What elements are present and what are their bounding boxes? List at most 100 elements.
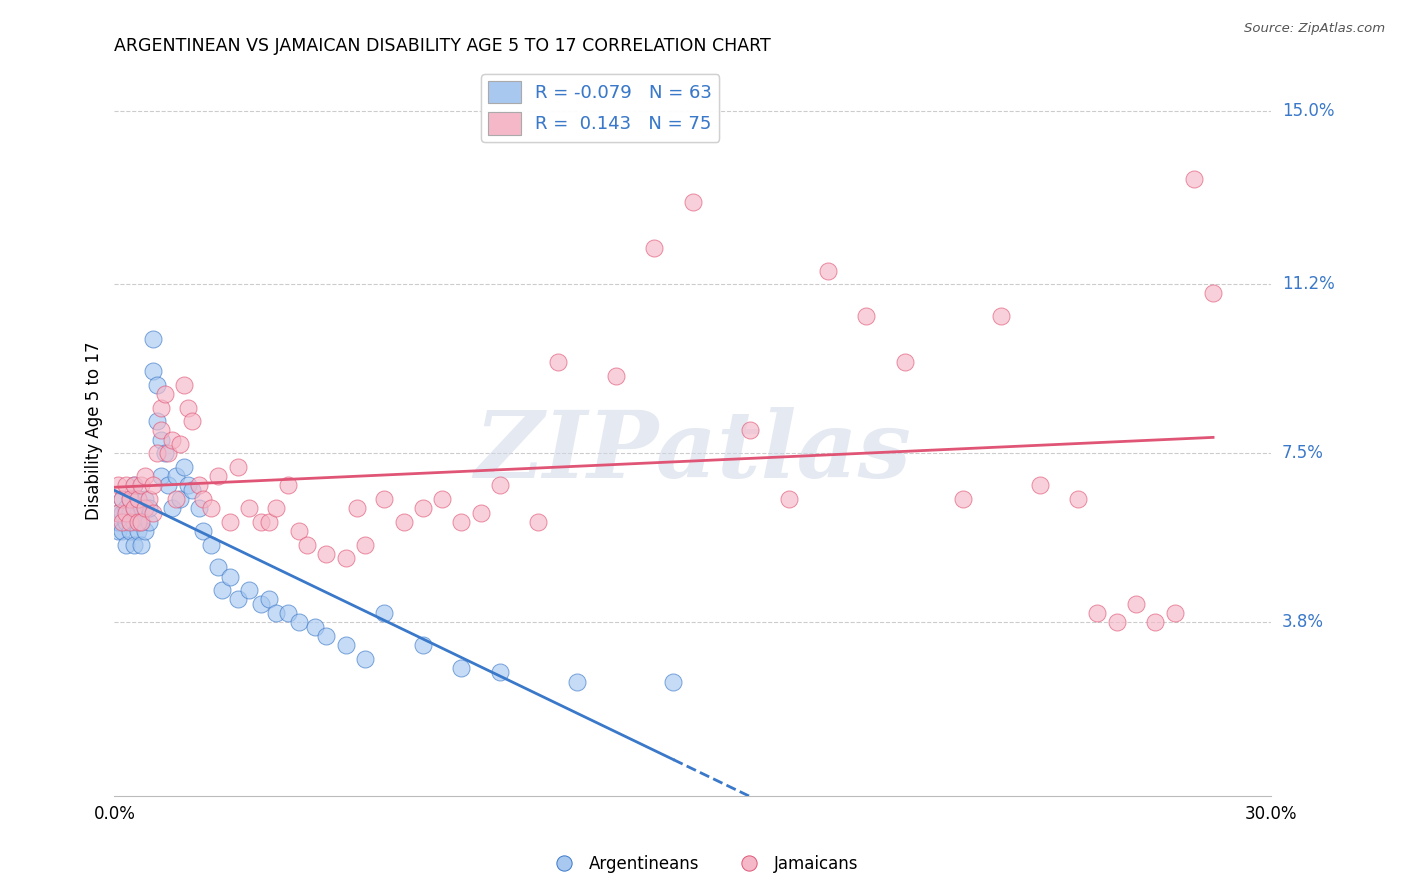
- Point: [188, 501, 211, 516]
- Point: [157, 446, 180, 460]
- Point: [127, 491, 149, 506]
- Point: [107, 524, 129, 538]
- Point: [118, 506, 141, 520]
- Point: [180, 483, 202, 497]
- Point: [111, 515, 134, 529]
- Point: [952, 491, 974, 506]
- Point: [142, 478, 165, 492]
- Point: [315, 629, 337, 643]
- Legend: R = -0.079   N = 63, R =  0.143   N = 75: R = -0.079 N = 63, R = 0.143 N = 75: [481, 74, 720, 142]
- Point: [778, 491, 800, 506]
- Point: [335, 551, 357, 566]
- Point: [142, 332, 165, 346]
- Point: [107, 515, 129, 529]
- Point: [111, 491, 134, 506]
- Text: 3.8%: 3.8%: [1282, 613, 1324, 632]
- Point: [173, 377, 195, 392]
- Point: [127, 515, 149, 529]
- Point: [257, 515, 280, 529]
- Point: [412, 638, 434, 652]
- Point: [180, 414, 202, 428]
- Point: [219, 515, 242, 529]
- Legend: Argentineans, Jamaicans: Argentineans, Jamaicans: [540, 848, 866, 880]
- Point: [127, 506, 149, 520]
- Point: [115, 506, 138, 520]
- Point: [1125, 597, 1147, 611]
- Point: [226, 592, 249, 607]
- Point: [412, 501, 434, 516]
- Point: [162, 501, 184, 516]
- Point: [118, 515, 141, 529]
- Point: [295, 538, 318, 552]
- Point: [207, 560, 229, 574]
- Point: [1202, 286, 1225, 301]
- Point: [450, 515, 472, 529]
- Point: [200, 538, 222, 552]
- Point: [165, 469, 187, 483]
- Point: [134, 524, 156, 538]
- Point: [740, 424, 762, 438]
- Point: [138, 515, 160, 529]
- Point: [565, 674, 588, 689]
- Point: [238, 501, 260, 516]
- Point: [250, 515, 273, 529]
- Point: [153, 387, 176, 401]
- Point: [1028, 478, 1050, 492]
- Point: [138, 491, 160, 506]
- Point: [990, 310, 1012, 324]
- Point: [1144, 615, 1167, 630]
- Point: [346, 501, 368, 516]
- Point: [162, 433, 184, 447]
- Point: [470, 506, 492, 520]
- Point: [1182, 172, 1205, 186]
- Point: [392, 515, 415, 529]
- Point: [277, 606, 299, 620]
- Point: [176, 478, 198, 492]
- Point: [238, 583, 260, 598]
- Point: [304, 620, 326, 634]
- Point: [1105, 615, 1128, 630]
- Point: [107, 478, 129, 492]
- Point: [115, 501, 138, 516]
- Point: [188, 478, 211, 492]
- Point: [191, 491, 214, 506]
- Point: [153, 446, 176, 460]
- Text: 15.0%: 15.0%: [1282, 102, 1334, 120]
- Point: [1087, 606, 1109, 620]
- Point: [169, 437, 191, 451]
- Point: [122, 538, 145, 552]
- Text: Source: ZipAtlas.com: Source: ZipAtlas.com: [1244, 22, 1385, 36]
- Point: [122, 515, 145, 529]
- Point: [142, 364, 165, 378]
- Point: [605, 368, 627, 383]
- Point: [266, 501, 288, 516]
- Point: [211, 583, 233, 598]
- Point: [134, 491, 156, 506]
- Point: [115, 538, 138, 552]
- Point: [127, 524, 149, 538]
- Point: [149, 424, 172, 438]
- Point: [122, 478, 145, 492]
- Point: [527, 515, 550, 529]
- Point: [115, 515, 138, 529]
- Point: [149, 401, 172, 415]
- Point: [107, 506, 129, 520]
- Point: [173, 460, 195, 475]
- Point: [149, 433, 172, 447]
- Point: [430, 491, 453, 506]
- Point: [817, 263, 839, 277]
- Point: [226, 460, 249, 475]
- Point: [118, 524, 141, 538]
- Point: [489, 665, 512, 680]
- Point: [662, 674, 685, 689]
- Point: [682, 195, 704, 210]
- Point: [118, 491, 141, 506]
- Point: [288, 615, 311, 630]
- Point: [122, 501, 145, 516]
- Point: [315, 547, 337, 561]
- Point: [373, 491, 395, 506]
- Point: [1067, 491, 1090, 506]
- Point: [450, 661, 472, 675]
- Point: [200, 501, 222, 516]
- Point: [257, 592, 280, 607]
